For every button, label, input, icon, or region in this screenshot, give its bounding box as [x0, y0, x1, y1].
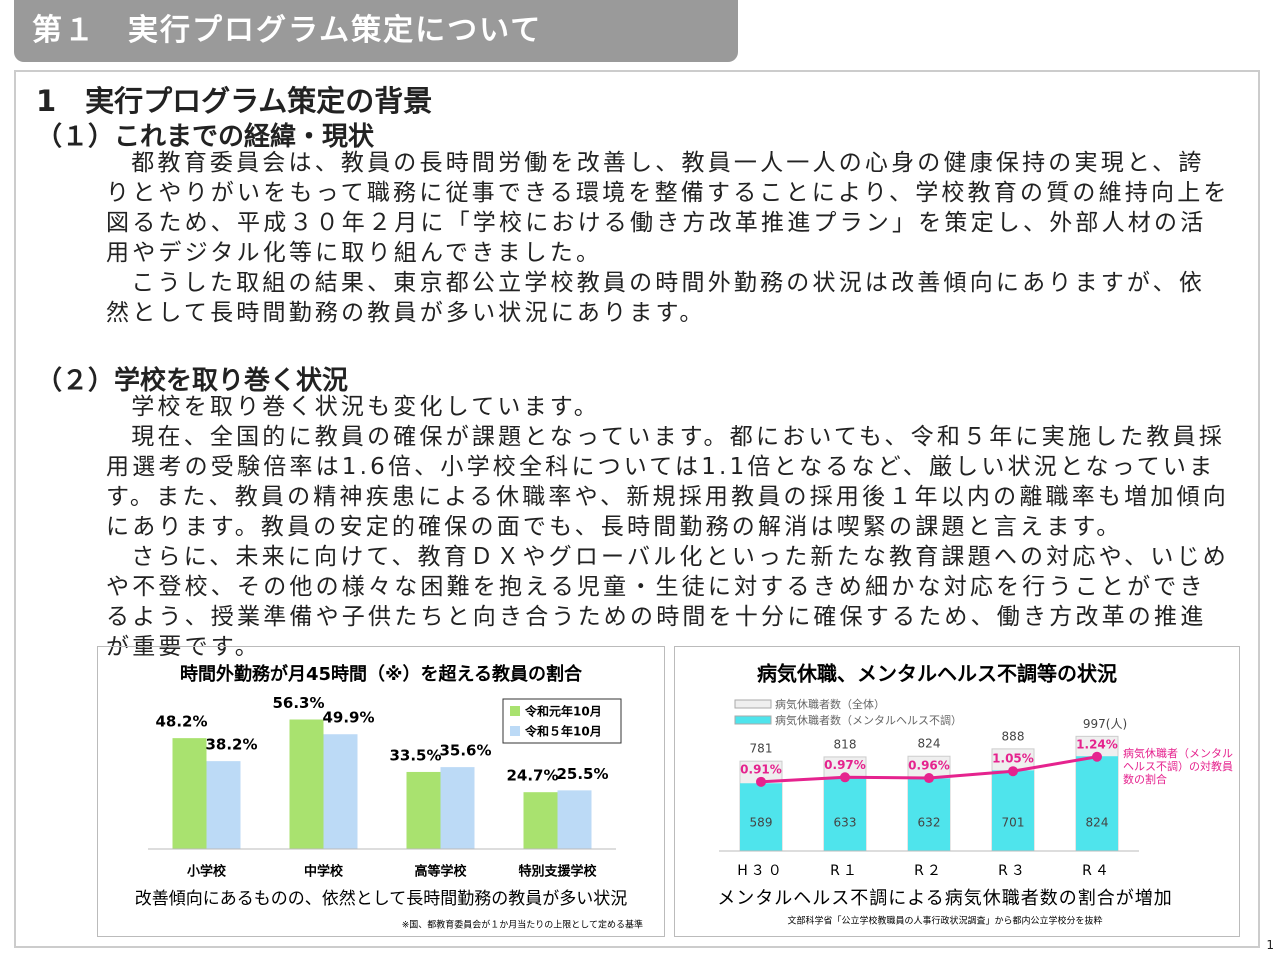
data-label: 818: [834, 737, 857, 751]
subsection-title: （２）学校を取り巻く状況: [36, 366, 349, 396]
bar: [740, 783, 782, 851]
paragraph: 学校を取り巻く状況も変化しています。: [131, 394, 600, 420]
data-label: 824: [918, 737, 941, 751]
data-label: 0.97%: [824, 758, 866, 772]
note: ※国、都教育委員会が１か月当たりの上限として定める基準: [402, 919, 643, 931]
paragraphs: 学校を取り巻く状況も変化しています。 現在、全国的に教員の確保が課題となっていま…: [106, 392, 1230, 662]
subsection-title: （１）これまでの経緯・現状: [36, 122, 375, 152]
paragraph: こうした取組の結果、東京都公立学校教員の時間外勤務の状況は改善傾向にありますが、…: [106, 270, 1206, 326]
data-label: 33.5%: [389, 746, 441, 764]
x-tick-label: R２: [914, 863, 944, 879]
x-tick-label: 中学校: [304, 864, 344, 880]
bar: [289, 719, 324, 849]
data-label: 24.7%: [506, 767, 558, 785]
bar: [824, 778, 866, 851]
data-label: 0.91%: [740, 762, 782, 776]
data-label: 632: [918, 816, 941, 830]
chart-title: 病気休職、メンタルヘルス不調等の状況: [757, 662, 1117, 686]
x-tick-label: 高等学校: [414, 864, 467, 880]
caption: 改善傾向にあるものの、依然として長時間勤務の教員が多い状況: [135, 889, 628, 909]
section-title: 1 実行プログラム策定の背景: [36, 84, 433, 118]
data-label: 35.6%: [439, 742, 491, 760]
source: 文部科学省「公立学校教職員の人事行政状況調査」から都内公立学校分を抜粋: [787, 915, 1102, 927]
chart-title: 時間外勤務が月45時間（※）を超える教員の割合: [180, 663, 583, 685]
x-tick-label: H３０: [737, 863, 785, 879]
legend-swatch: [734, 699, 772, 709]
legend-swatch: [510, 706, 520, 716]
paragraphs: 都教育委員会は、教員の長時間労働を改善し、教員一人一人の心身の健康保持の実現と、…: [106, 148, 1230, 328]
x-tick-label: 小学校: [187, 864, 227, 880]
bar: [908, 778, 950, 851]
data-label: 589: [750, 816, 773, 830]
legend-swatch: [510, 726, 520, 736]
content-frame: [14, 70, 1260, 948]
bar: [992, 770, 1034, 851]
data-label: 0.96%: [908, 759, 950, 773]
line-annotation: 病気休職者（メンタルヘルス不調）の対教員数の割合: [1123, 747, 1233, 786]
legend-label: 令和元年10月: [524, 704, 602, 719]
paragraph: 都教育委員会は、教員の長時間労働を改善し、教員一人一人の心身の健康保持の実現と、…: [106, 150, 1230, 266]
line-point: [840, 772, 850, 783]
legend-label: 病気休職者数（全体）: [775, 697, 885, 711]
page-number: 1: [1266, 938, 1274, 952]
data-label: 888: [1002, 729, 1025, 743]
caption: メンタルヘルス不調による病気休職者数の割合が増加: [717, 888, 1172, 909]
legend-label: 病気休職者数（メンタルヘルス不調）: [775, 713, 962, 727]
data-label: 824: [1086, 816, 1109, 830]
legend-label: 令和５年10月: [524, 724, 602, 739]
annotation-box: 病気休職者（メンタルヘルス不調）の対教員数の割合: [1123, 747, 1233, 786]
line-point: [756, 776, 766, 787]
header-title: 第１ 実行プログラム策定について: [14, 0, 738, 62]
data-label: 1.05%: [992, 752, 1034, 766]
bar: [323, 734, 358, 849]
x-tick-label: R４: [1082, 863, 1112, 879]
paragraph: さらに、未来に向けて、教育ＤＸやグローバル化といった新たな教育課題への対応や、い…: [106, 544, 1229, 660]
bar: [406, 771, 441, 849]
bar: [1076, 756, 1118, 851]
bar: [557, 790, 592, 849]
data-label: 1.24%: [1076, 737, 1118, 751]
bar: [440, 767, 475, 849]
data-label: 49.9%: [322, 709, 374, 727]
bar: [206, 761, 241, 849]
data-label: 997(人): [1083, 717, 1127, 731]
x-tick-label: R１: [830, 863, 860, 879]
legend-box: [502, 698, 622, 744]
legend-swatch: [734, 715, 772, 725]
data-label: 781: [750, 742, 773, 756]
data-label: 38.2%: [205, 736, 257, 754]
data-label: 633: [834, 816, 857, 830]
x-tick-label: 特別支援学校: [518, 864, 597, 880]
paragraph: 現在、全国的に教員の確保が課題となっています。都においても、令和５年に実施した教…: [106, 424, 1229, 540]
line-point: [1092, 751, 1102, 762]
data-label: 56.3%: [272, 694, 324, 712]
x-tick-label: R３: [998, 863, 1028, 879]
chart: 病気休職、メンタルヘルス不調等の状況 H３０ 781 589 R１ 818 633 R２ 824…: [674, 646, 1240, 937]
bar: [523, 792, 558, 849]
data-label: 25.5%: [556, 765, 608, 783]
line-point: [924, 773, 934, 784]
bar: [172, 738, 207, 849]
data-label: 701: [1002, 816, 1025, 830]
data-label: 48.2%: [155, 713, 207, 731]
line-point: [1008, 766, 1018, 777]
